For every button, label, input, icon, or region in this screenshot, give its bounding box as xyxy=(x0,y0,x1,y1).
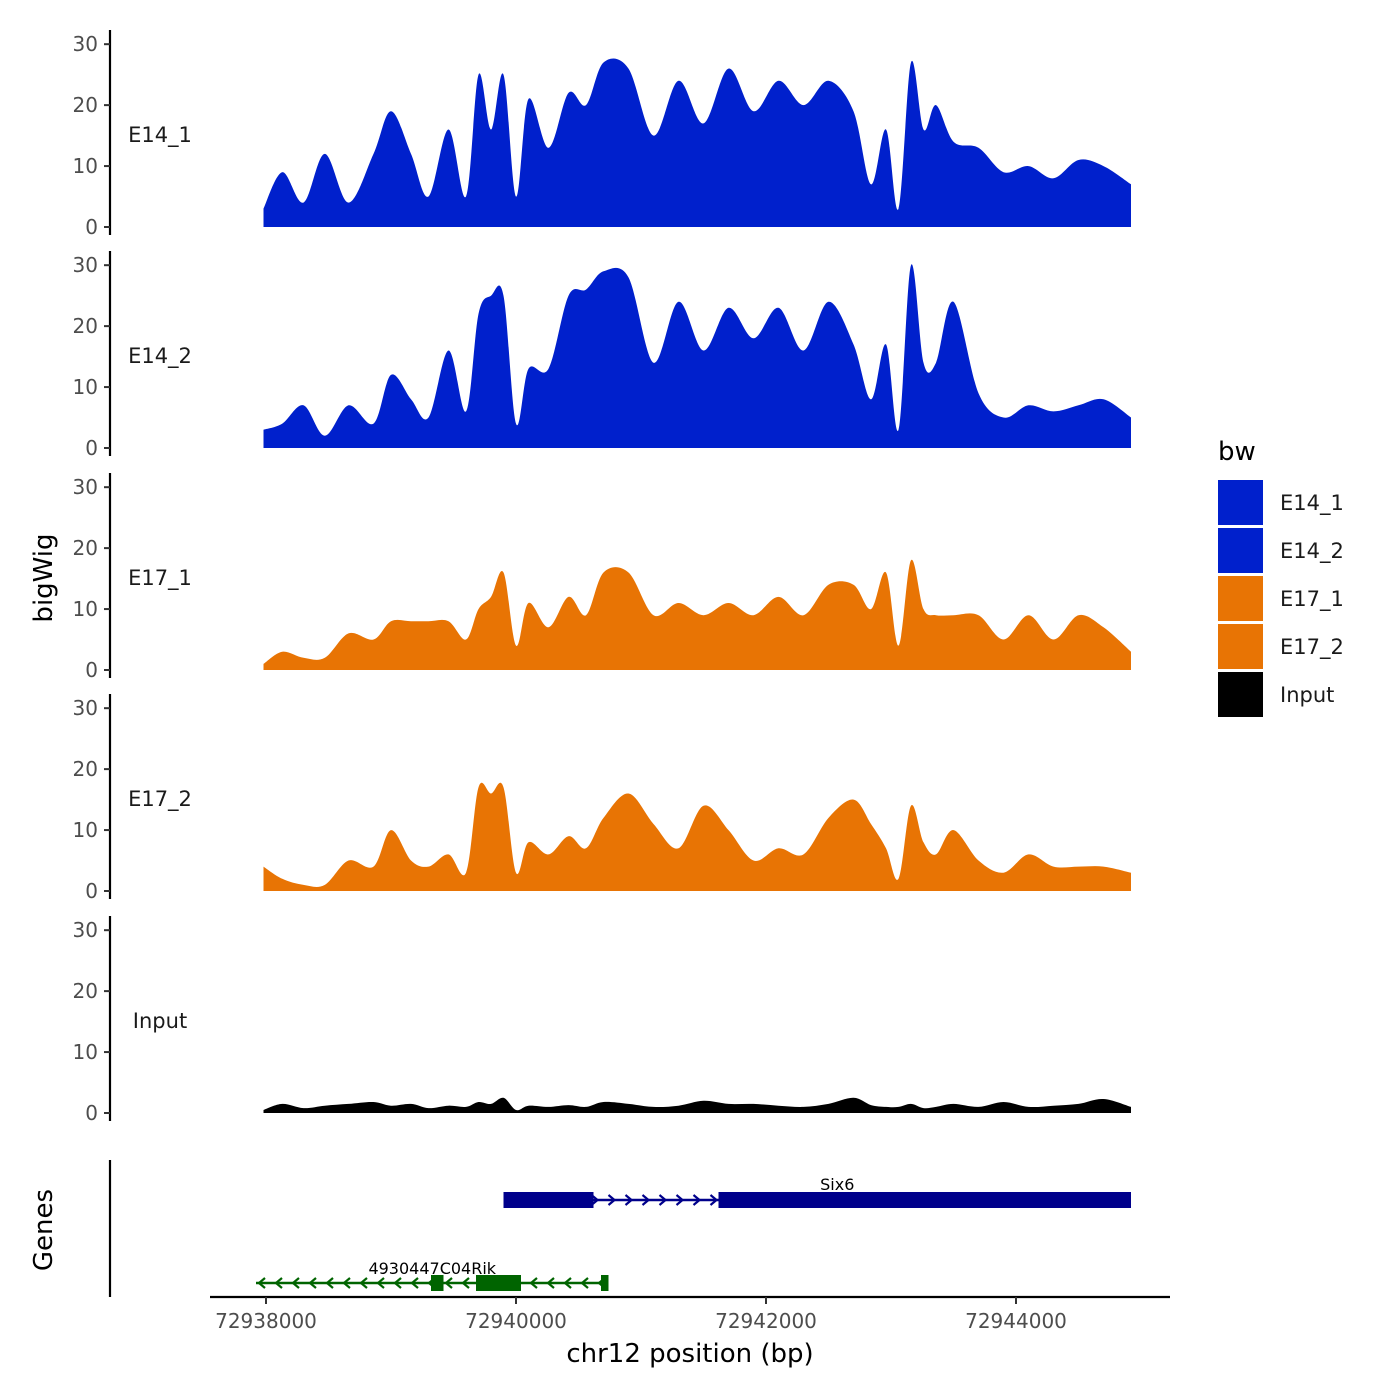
strand-chevron xyxy=(461,1277,470,1289)
track-input: 0 10 20 30 Input xyxy=(73,916,1131,1125)
y-tick-label: 30 xyxy=(73,475,98,499)
strand-chevron xyxy=(308,1277,317,1289)
y-tick-label: 0 xyxy=(85,658,98,682)
gene-six6: Six6 xyxy=(503,1175,1131,1208)
y-tick-label: 10 xyxy=(73,375,98,399)
y-tick-label: 20 xyxy=(73,536,98,560)
legend-label-e17-1: E17_1 xyxy=(1280,587,1344,612)
track-label-e14-1: E14_1 xyxy=(128,123,192,148)
strand-chevron xyxy=(342,1277,351,1289)
y-tick-label: 0 xyxy=(85,879,98,903)
gene-exon xyxy=(718,1192,1131,1208)
coverage-area-e14-1 xyxy=(263,58,1131,227)
y-tick-label: 30 xyxy=(73,32,98,56)
x-tick-label: 72938000 xyxy=(215,1309,317,1333)
strand-chevron xyxy=(291,1277,300,1289)
y-tick-label: 30 xyxy=(73,696,98,720)
y-tick-label: 20 xyxy=(73,979,98,1003)
y-tick-label: 20 xyxy=(73,757,98,781)
gene-exon xyxy=(476,1275,521,1291)
y-tick-label: 10 xyxy=(73,154,98,178)
y-tick-label: 0 xyxy=(85,1101,98,1125)
legend-label-e14-1: E14_1 xyxy=(1280,491,1344,516)
strand-chevron xyxy=(675,1194,685,1206)
coverage-area-e17-1 xyxy=(263,559,1131,670)
y-axis-title: bigWig xyxy=(29,533,59,622)
legend-key-e14-2 xyxy=(1218,528,1263,573)
strand-chevron xyxy=(624,1194,634,1206)
legend-label-input: Input xyxy=(1280,683,1334,707)
strand-chevron xyxy=(410,1277,419,1289)
legend-label-e17-2: E17_2 xyxy=(1280,635,1344,660)
y-tick-label: 10 xyxy=(73,818,98,842)
legend-key-e14-1 xyxy=(1218,480,1263,525)
x-axis-title: chr12 position (bp) xyxy=(566,1339,813,1369)
genes-track-title: Genes xyxy=(29,1189,59,1271)
x-tick-label: 72942000 xyxy=(715,1309,817,1333)
y-tick-label: 30 xyxy=(73,253,98,277)
track-label-e17-2: E17_2 xyxy=(128,787,192,812)
strand-chevron xyxy=(529,1277,538,1289)
legend-key-e17-1 xyxy=(1218,576,1263,621)
strand-chevron xyxy=(376,1277,385,1289)
strand-chevron xyxy=(325,1277,334,1289)
strand-chevron xyxy=(563,1277,572,1289)
x-tick-label: 72944000 xyxy=(965,1309,1067,1333)
strand-chevron xyxy=(257,1277,266,1289)
y-tick-label: 0 xyxy=(85,436,98,460)
legend: bw E14_1 E14_2 E17_1 E17_2 Input xyxy=(1218,437,1344,717)
strand-chevron xyxy=(692,1194,702,1206)
y-tick-label: 20 xyxy=(73,314,98,338)
coverage-area-e14-2 xyxy=(263,264,1131,448)
track-e14-2: 0 10 20 30 E14_2 xyxy=(73,251,1131,460)
strand-chevron xyxy=(709,1194,719,1206)
coverage-area-e17-2 xyxy=(263,782,1131,891)
track-label-input: Input xyxy=(133,1009,187,1033)
x-tick-label: 72940000 xyxy=(465,1309,567,1333)
strand-chevron xyxy=(359,1277,368,1289)
y-tick-label: 20 xyxy=(73,93,98,117)
gene-exon xyxy=(503,1192,594,1208)
strand-chevron xyxy=(546,1277,555,1289)
strand-chevron xyxy=(580,1277,589,1289)
gene-exon xyxy=(431,1275,444,1291)
legend-title: bw xyxy=(1218,437,1256,467)
track-label-e14-2: E14_2 xyxy=(128,344,192,369)
legend-key-input xyxy=(1218,672,1263,717)
track-e14-1: 0 10 20 30 E14_1 xyxy=(73,30,1131,239)
y-tick-label: 30 xyxy=(73,918,98,942)
strand-chevron xyxy=(641,1194,651,1206)
legend-key-e17-2 xyxy=(1218,624,1263,669)
track-label-e17-1: E17_1 xyxy=(128,566,192,591)
strand-chevron xyxy=(393,1277,402,1289)
legend-label-e14-2: E14_2 xyxy=(1280,539,1344,564)
strand-chevron xyxy=(274,1277,283,1289)
coverage-area-input xyxy=(263,1097,1131,1113)
y-tick-label: 10 xyxy=(73,1040,98,1064)
y-tick-label: 10 xyxy=(73,597,98,621)
x-axis: 72938000 72940000 72942000 72944000 xyxy=(210,1295,1170,1333)
strand-chevron xyxy=(444,1277,453,1289)
strand-chevron xyxy=(607,1194,617,1206)
gene-4930447c04rik: 4930447C04Rik xyxy=(256,1259,609,1291)
gene-label: 4930447C04Rik xyxy=(368,1259,496,1278)
track-e17-2: 0 10 20 30 E17_2 xyxy=(73,694,1131,903)
gene-label: Six6 xyxy=(820,1175,854,1194)
strand-chevron xyxy=(658,1194,668,1206)
track-e17-1: 0 10 20 30 E17_1 xyxy=(73,473,1131,682)
genes-track: Six6 4930447C04Rik xyxy=(108,1160,1131,1297)
y-tick-label: 0 xyxy=(85,215,98,239)
coverage-tracks: 0 10 20 30 E14_1 0 10 20 30 E14_2 0 10 20 30 E17_1 0 10 2… xyxy=(73,30,1131,1125)
gene-exon xyxy=(601,1275,609,1291)
